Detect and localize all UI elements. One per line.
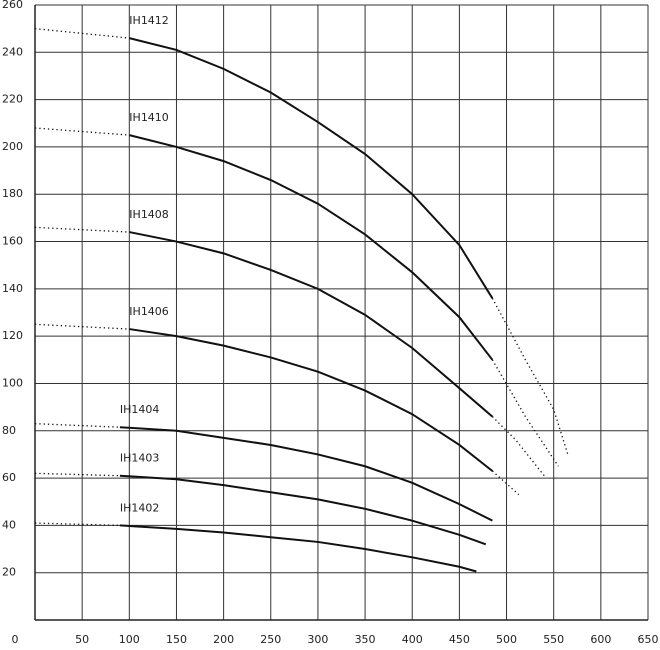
series-label: IH1412 <box>129 14 169 27</box>
x-tick-label: 300 <box>307 633 328 646</box>
curve-extension <box>34 423 120 428</box>
x-tick-label: 100 <box>119 633 140 646</box>
series-label: IH1410 <box>129 111 169 124</box>
y-tick-label: 120 <box>2 329 23 342</box>
y-tick-label: 220 <box>2 93 23 106</box>
curve-extension <box>491 416 545 477</box>
x-tick-label: 0 <box>12 633 19 646</box>
curve <box>129 328 494 472</box>
x-tick-label: 400 <box>402 633 423 646</box>
curve-extension <box>491 359 559 467</box>
curve-extension <box>491 298 569 455</box>
curve <box>119 426 493 522</box>
x-tick-label: 500 <box>496 633 517 646</box>
curve-extension <box>34 323 130 330</box>
x-tick-label: 250 <box>260 633 281 646</box>
series-label: IH1402 <box>120 501 160 514</box>
x-tick-label: 50 <box>75 633 89 646</box>
x-tick-label: 150 <box>166 633 187 646</box>
y-tick-label: 40 <box>2 518 16 531</box>
curve <box>119 524 477 573</box>
y-tick-label: 160 <box>2 235 23 248</box>
x-tick-label: 450 <box>449 633 470 646</box>
y-tick-label: 180 <box>2 187 23 200</box>
y-tick-label: 260 <box>2 0 23 11</box>
y-tick-label: 80 <box>2 424 16 437</box>
y-tick-label: 240 <box>2 45 23 58</box>
series-label: IH1403 <box>120 452 160 465</box>
curve <box>129 231 494 418</box>
x-tick-label: 350 <box>355 633 376 646</box>
curve <box>129 134 494 361</box>
y-tick-label: 140 <box>2 282 23 295</box>
series-label: IH1406 <box>129 305 169 318</box>
curve-extension <box>34 522 120 527</box>
curve-extension <box>34 226 130 233</box>
curve-extension <box>34 28 130 39</box>
x-tick-label: 650 <box>638 633 659 646</box>
curve <box>119 474 487 546</box>
x-tick-label: 200 <box>213 633 234 646</box>
y-tick-label: 200 <box>2 140 23 153</box>
x-tick-label: 550 <box>543 633 564 646</box>
curve-extension <box>34 472 120 477</box>
curve <box>129 37 494 299</box>
series-label: IH1404 <box>120 403 160 416</box>
y-tick-label: 20 <box>2 566 16 579</box>
y-tick-label: 60 <box>2 471 16 484</box>
curve-extension <box>491 470 520 496</box>
x-tick-label: 600 <box>590 633 611 646</box>
series-label: IH1408 <box>129 208 169 221</box>
y-tick-label: 100 <box>2 376 23 389</box>
